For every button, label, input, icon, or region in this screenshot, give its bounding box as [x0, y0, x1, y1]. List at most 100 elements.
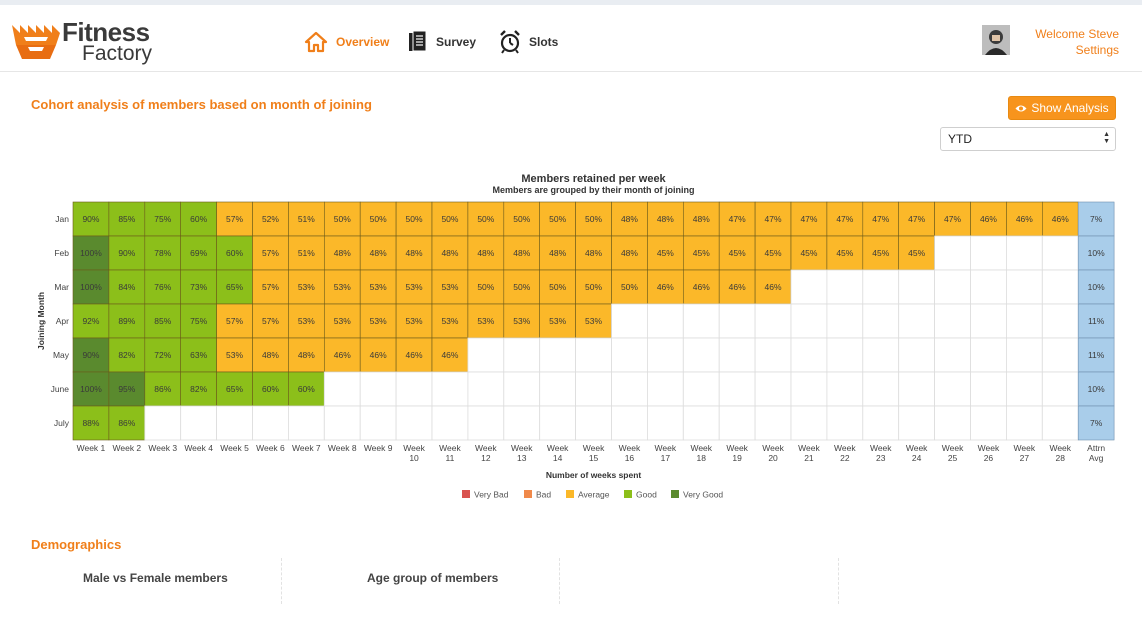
heatmap-cell-label: 82% — [118, 350, 135, 360]
heatmap-cell-label: 45% — [657, 248, 674, 258]
nav-survey-label: Survey — [436, 35, 477, 49]
column-label: Week — [1014, 443, 1036, 453]
heatmap-cell — [288, 371, 325, 407]
heatmap-cell — [575, 235, 612, 271]
heatmap-cell — [575, 303, 612, 339]
legend-swatch — [462, 490, 470, 498]
heatmap-empty-cell — [1041, 371, 1079, 407]
heatmap-cell — [144, 371, 182, 407]
heatmap-cell — [323, 337, 361, 373]
show-analysis-button[interactable]: Show Analysis — [1008, 96, 1116, 120]
heatmap-cell — [288, 303, 325, 339]
brand-logo[interactable]: Fitness Factory — [10, 15, 180, 67]
heatmap-cell-label: 90% — [82, 350, 99, 360]
nav-overview[interactable]: Overview — [304, 27, 389, 57]
age-group-panel-title: Age group of members — [367, 571, 499, 585]
column-label: 28 — [1056, 453, 1066, 463]
heatmap-cell-label: 50% — [477, 282, 494, 292]
heatmap-empty-cell — [611, 337, 648, 373]
panel-divider — [559, 558, 560, 604]
row-label-june: June — [51, 384, 70, 394]
attrition-avg-cell — [1077, 371, 1115, 407]
heatmap-empty-cell — [287, 405, 325, 441]
column-label: Avg — [1089, 453, 1104, 463]
heatmap-cell — [108, 303, 146, 339]
heatmap-cell — [431, 337, 469, 373]
avatar[interactable] — [982, 25, 1010, 55]
legend-label: Bad — [536, 490, 551, 500]
heatmap-empty-cell — [647, 405, 684, 441]
heatmap-cell-label: 63% — [190, 350, 207, 360]
column-label: 12 — [481, 453, 491, 463]
heatmap-cell-label: 50% — [585, 282, 602, 292]
legend-swatch — [624, 490, 632, 498]
heatmap-cell-label: 53% — [334, 282, 351, 292]
heatmap-cell-label: 88% — [82, 418, 99, 428]
heatmap-cell-label: 50% — [621, 282, 638, 292]
chart-title: Members retained per week — [521, 173, 666, 185]
heatmap-empty-cell — [970, 405, 1007, 441]
heatmap-cell — [72, 235, 110, 271]
heatmap-empty-cell — [718, 371, 756, 407]
heatmap-cell — [216, 235, 253, 271]
heatmap-cell — [180, 337, 217, 373]
column-label: Week — [439, 443, 461, 453]
heatmap-cell-label: 69% — [190, 248, 207, 258]
heatmap-empty-cell — [323, 405, 361, 441]
heatmap-cell — [180, 303, 217, 339]
heatmap-cell-label: 51% — [298, 214, 315, 224]
heatmap-cell-label: 50% — [441, 214, 458, 224]
column-label: 22 — [840, 453, 850, 463]
document-icon — [409, 30, 427, 52]
column-label: Week 8 — [328, 443, 357, 453]
heatmap-cell — [72, 303, 110, 339]
heatmap-empty-cell — [539, 405, 577, 441]
heatmap-cell-label: 45% — [836, 248, 853, 258]
settings-link[interactable]: Settings — [1075, 43, 1119, 57]
heatmap-cell-label: 45% — [872, 248, 889, 258]
heatmap-cell — [395, 269, 433, 305]
top-strip — [0, 0, 1142, 5]
welcome-text[interactable]: Welcome Steve — [1035, 27, 1119, 41]
heatmap-empty-cell — [934, 235, 971, 271]
heatmap-empty-cell — [467, 337, 505, 373]
heatmap-empty-cell — [539, 371, 577, 407]
heatmap-cell — [826, 201, 864, 237]
heatmap-cell-label: 47% — [729, 214, 746, 224]
heatmap-empty-cell — [682, 405, 720, 441]
heatmap-empty-cell — [359, 405, 397, 441]
heatmap-cell — [1042, 201, 1079, 237]
heatmap-cell-label: 50% — [549, 282, 566, 292]
heatmap-empty-cell — [431, 405, 469, 441]
heatmap-cell — [395, 337, 433, 373]
heatmap-empty-cell — [575, 337, 612, 373]
attrition-avg-cell — [1077, 235, 1115, 271]
nav-slots[interactable]: Slots — [499, 27, 558, 57]
heatmap-empty-cell — [1006, 303, 1043, 339]
header: Fitness Factory Overview Survey Slots — [0, 5, 1142, 72]
nav-survey[interactable]: Survey — [408, 27, 476, 57]
heatmap-cell-label: 48% — [441, 248, 458, 258]
row-label-feb: Feb — [54, 248, 69, 258]
heatmap-empty-cell — [754, 337, 792, 373]
heatmap-empty-cell — [216, 405, 253, 441]
heatmap-empty-cell — [826, 269, 864, 305]
heatmap-empty-cell — [575, 371, 612, 407]
heatmap-empty-cell — [539, 337, 577, 373]
column-label: Week — [762, 443, 784, 453]
period-select[interactable]: YTD ▲ ▼ — [940, 127, 1116, 151]
heatmap-empty-cell — [252, 405, 289, 441]
heatmap-cell-label: 100% — [80, 248, 102, 258]
heatmap-empty-cell — [898, 269, 936, 305]
heatmap-cell-label: 92% — [82, 316, 99, 326]
cohort-title: Cohort analysis of members based on mont… — [31, 97, 372, 112]
column-label: Week — [547, 443, 569, 453]
heatmap-empty-cell — [934, 303, 971, 339]
heatmap-cell — [323, 269, 361, 305]
heatmap-cell — [754, 235, 792, 271]
male-female-panel-title: Male vs Female members — [83, 571, 228, 585]
heatmap-cell-label: 86% — [118, 418, 135, 428]
heatmap-cell — [288, 269, 325, 305]
heatmap-cell — [359, 201, 397, 237]
user-menu: Welcome Steve Settings — [1035, 26, 1119, 58]
